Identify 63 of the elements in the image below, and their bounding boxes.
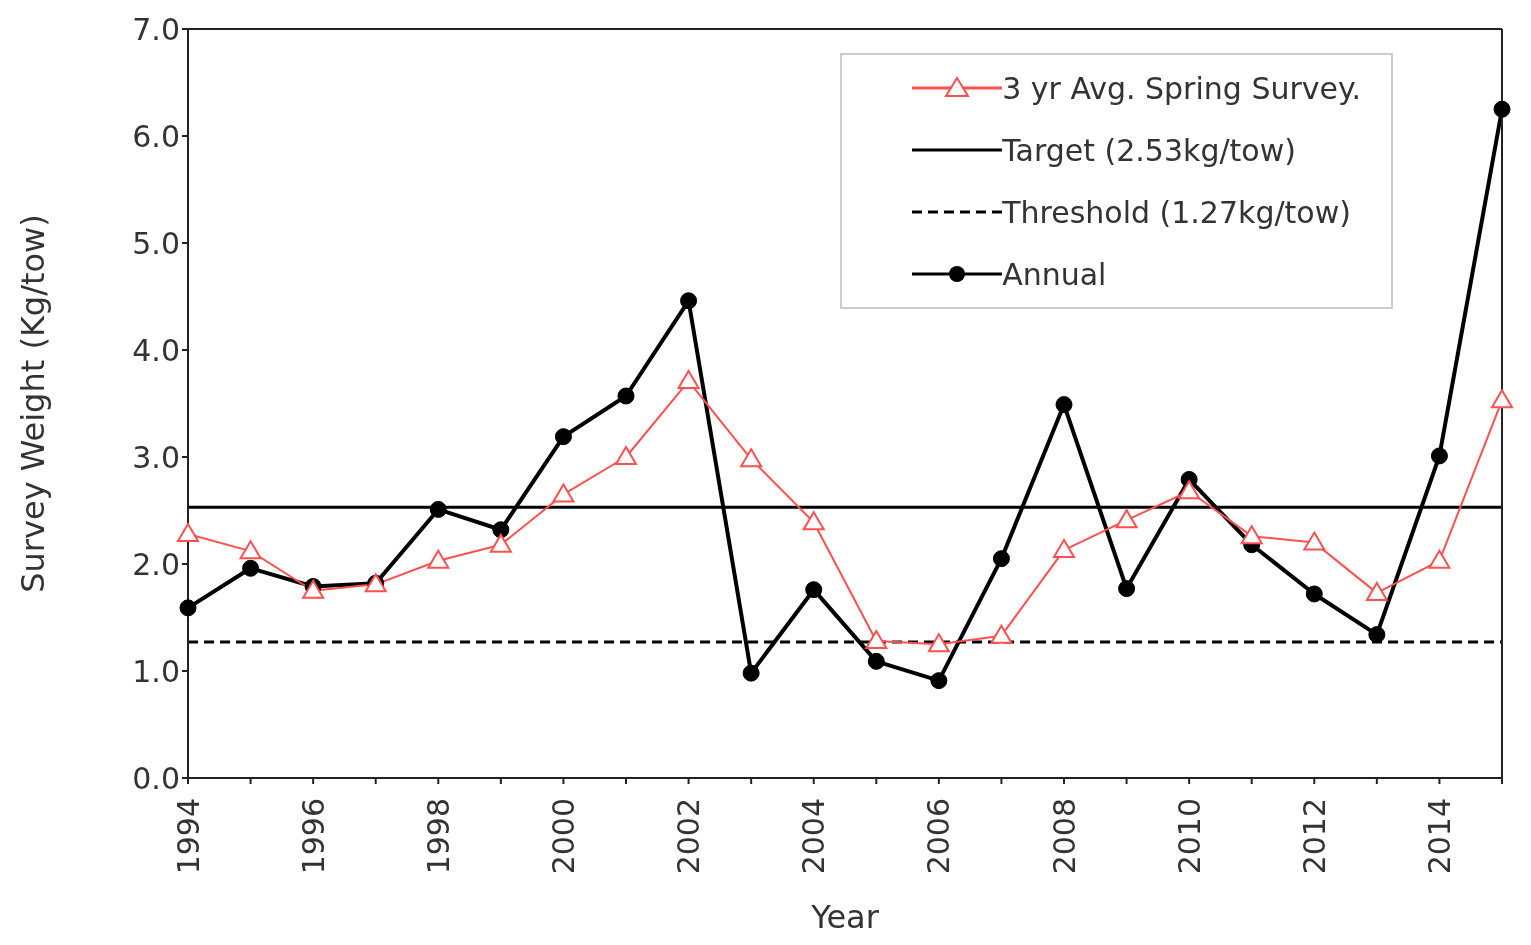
point (1365, 581, 1388, 601)
y-tick-label: 0.0 (132, 760, 180, 796)
x-tick-label: 2014 (1421, 798, 1457, 875)
point (617, 387, 635, 405)
point (1428, 549, 1451, 569)
x-tick-label: 2004 (796, 798, 832, 875)
point (680, 292, 698, 310)
point (867, 652, 885, 670)
point (615, 446, 637, 465)
point (427, 549, 450, 569)
point (1178, 480, 1201, 500)
legend-label: 3 yr Avg. Spring Survey. (1002, 70, 1361, 106)
x-tick-label: 2008 (1046, 798, 1082, 875)
x-tick-label: 1998 (420, 798, 456, 875)
legend-label: Target (2.53kg/tow) (1002, 132, 1296, 168)
y-axis-title: Survey Weight (Kg/tow) (14, 214, 53, 593)
x-axis-title: Year (810, 898, 880, 936)
y-tick-label: 1.0 (132, 653, 180, 689)
x-tick-label: 2002 (671, 798, 707, 875)
y-tick-label: 6.0 (132, 118, 180, 154)
x-tick-label: 1994 (170, 798, 206, 875)
y-tick-label: 7.0 (132, 11, 180, 47)
y-tick-label: 2.0 (132, 546, 180, 582)
point (1430, 447, 1448, 465)
x-tick-label: 2010 (1171, 798, 1207, 875)
point (1305, 585, 1323, 603)
y-tick-label: 5.0 (132, 225, 180, 261)
point (179, 599, 197, 617)
point (1115, 509, 1138, 529)
point (1118, 580, 1136, 598)
point (492, 521, 510, 539)
point (429, 500, 447, 518)
point (1240, 525, 1263, 545)
point (865, 630, 888, 650)
point (1053, 539, 1075, 559)
point (990, 624, 1013, 644)
point (1493, 100, 1511, 118)
point (927, 633, 950, 653)
point (1303, 531, 1326, 551)
point (992, 550, 1010, 568)
point (489, 533, 512, 553)
point (802, 511, 825, 531)
legend-label: Threshold (1.27kg/tow) (1002, 194, 1351, 230)
x-tick-label: 1996 (295, 798, 331, 875)
point (805, 581, 823, 599)
point (1491, 389, 1513, 409)
point (242, 559, 260, 577)
point (554, 428, 572, 446)
point (177, 523, 199, 543)
point (552, 483, 575, 503)
x-tick-label: 2000 (545, 798, 581, 875)
x-tick-label: 2012 (1296, 798, 1332, 875)
point (1055, 396, 1073, 414)
point (740, 448, 763, 468)
point (677, 370, 700, 390)
point (1368, 626, 1386, 644)
y-tick-label: 3.0 (132, 439, 180, 475)
point (930, 672, 948, 690)
legend-label: Annual (1002, 256, 1107, 292)
x-tick-label: 2006 (921, 798, 957, 875)
point (239, 540, 262, 560)
point (742, 664, 760, 682)
y-tick-label: 4.0 (132, 332, 180, 368)
